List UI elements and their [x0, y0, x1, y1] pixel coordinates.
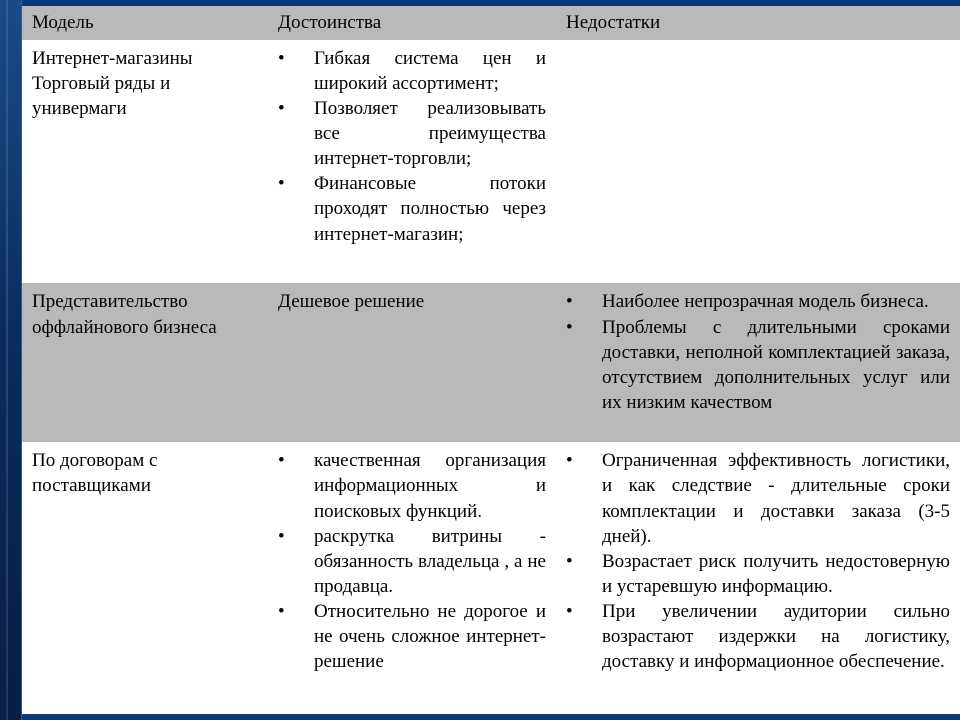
table-header-row: Модель Достоинства Недостатки — [22, 6, 960, 40]
list-item: Финансовые потоки проходят полностью чер… — [278, 171, 546, 246]
cell-disadvantages: Ограниченная эффективность логистики, и … — [556, 442, 960, 714]
list-item: При увеличении аудитории сильно возраста… — [566, 599, 950, 674]
list-item: раскрутка витрины - обязанность владельц… — [278, 524, 546, 599]
cell-advantages: качественная организация информационных … — [268, 442, 556, 714]
header-model: Модель — [22, 6, 268, 40]
cell-model: Интернет-магазины Торговый ряды и универ… — [22, 40, 268, 283]
cell-advantages: Гибкая система цен и широкий ассортимент… — [268, 40, 556, 283]
header-disadvantages: Недостатки — [556, 6, 960, 40]
table-row: Представительство оффлайнового бизнеса Д… — [22, 283, 960, 442]
list-item: Позволяет реализовывать все преимущества… — [278, 96, 546, 171]
table-container: Модель Достоинства Недостатки Интернет-м… — [22, 0, 960, 720]
cell-model: Представительство оффлайнового бизнеса — [22, 283, 268, 442]
cell-model: По договорам с поставщиками — [22, 442, 268, 714]
cell-advantages: Дешевое решение — [268, 283, 556, 442]
comparison-table: Модель Достоинства Недостатки Интернет-м… — [22, 6, 960, 714]
cell-disadvantages — [556, 40, 960, 283]
list-item: Проблемы с длительными сроками доставки,… — [566, 315, 950, 415]
list-item: Гибкая система цен и широкий ассортимент… — [278, 46, 546, 96]
table-row: По договорам с поставщиками качественная… — [22, 442, 960, 714]
list-item: Наиболее непрозрачная модель бизнеса. — [566, 289, 950, 314]
list-item: качественная организация информационных … — [278, 448, 546, 523]
slide-frame-left — [0, 0, 22, 720]
list-item: Возрастает риск получить недостоверную и… — [566, 549, 950, 599]
header-advantages: Достоинства — [268, 6, 556, 40]
list-item: Относительно не дорогое и не очень сложн… — [278, 599, 546, 674]
table-row: Интернет-магазины Торговый ряды и универ… — [22, 40, 960, 283]
list-item: Ограниченная эффективность логистики, и … — [566, 448, 950, 548]
cell-disadvantages: Наиболее непрозрачная модель бизнеса. Пр… — [556, 283, 960, 442]
